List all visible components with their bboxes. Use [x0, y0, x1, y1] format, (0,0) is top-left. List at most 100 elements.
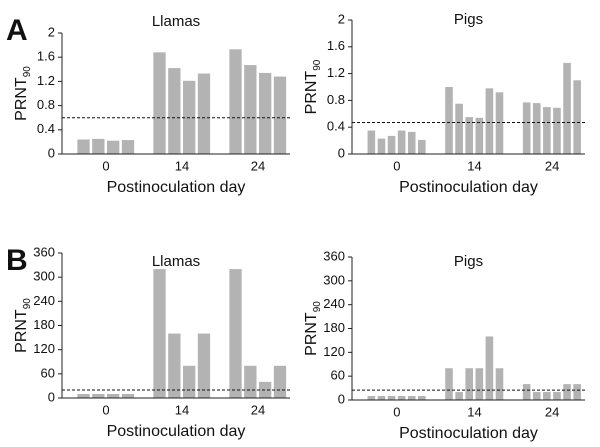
y-axis-label-subscript: 90: [22, 298, 33, 310]
y-tick-label: 0: [338, 391, 345, 406]
bar: [407, 131, 416, 154]
y-tick-label: 300: [33, 269, 55, 284]
x-tick-label: 24: [545, 404, 559, 419]
x-tick-label: 14: [175, 158, 189, 173]
y-tick-label: 360: [323, 248, 345, 263]
x-tick-label: 0: [393, 404, 400, 419]
panel-label: A: [6, 14, 28, 47]
bar: [532, 103, 541, 154]
bar: [543, 392, 551, 400]
x-tick-label: 14: [467, 158, 481, 173]
bar: [197, 333, 211, 398]
bar: [273, 76, 287, 154]
y-tick-label: 0: [338, 145, 345, 160]
bar: [377, 138, 386, 154]
bar: [532, 392, 541, 400]
y-tick-label: 0: [48, 145, 55, 160]
bar: [543, 107, 551, 154]
y-tick-label: 360: [33, 244, 55, 259]
bar: [407, 396, 416, 400]
bar: [397, 396, 406, 400]
bar: [367, 396, 376, 400]
bar: [77, 393, 90, 398]
bar: [573, 80, 581, 154]
y-tick-label: 60: [41, 365, 55, 380]
bar: [495, 92, 504, 154]
bar: [259, 72, 272, 154]
x-tick-label: 24: [251, 402, 265, 417]
bar: [107, 140, 120, 154]
bar: [259, 381, 272, 398]
y-tick-label: 1.2: [327, 65, 345, 80]
chart-title: Llamas: [152, 13, 200, 30]
bar: [445, 368, 453, 400]
bar: [495, 368, 504, 400]
x-axis-label: Postinoculation day: [399, 179, 538, 196]
bar: [522, 384, 531, 400]
bar: [387, 396, 396, 400]
bar: [522, 102, 531, 154]
x-axis-label: Postinoculation day: [399, 425, 538, 442]
bar: [244, 65, 257, 154]
bar: [153, 269, 166, 398]
bar: [475, 368, 484, 400]
bar: [183, 365, 196, 398]
y-tick-label: 240: [323, 296, 345, 311]
y-tick-label: 180: [323, 320, 345, 335]
x-axis-label: Postinoculation day: [107, 179, 246, 196]
bar: [168, 333, 181, 398]
bar: [387, 135, 396, 154]
y-tick-label: 0.4: [327, 119, 345, 134]
y-tick-label: 1.6: [327, 38, 345, 53]
bar: [229, 269, 242, 398]
x-tick-label: 0: [102, 402, 109, 417]
bar: [77, 139, 90, 154]
bar: [418, 396, 426, 400]
y-axis-label-subscript: 90: [22, 66, 33, 78]
bar: [418, 139, 426, 154]
x-tick-label: 24: [545, 158, 559, 173]
y-axis-label-text: PRNT: [303, 71, 320, 115]
y-axis-label-text: PRNT: [303, 312, 320, 356]
y-tick-label: 180: [33, 317, 55, 332]
chart-title: Pigs: [454, 253, 483, 270]
y-axis-label: PRNT90: [13, 298, 32, 353]
bar: [92, 393, 105, 398]
bar: [92, 138, 105, 154]
chart-title: Llamas: [152, 253, 200, 270]
bar: [573, 384, 581, 400]
x-tick-label: 0: [393, 158, 400, 173]
x-tick-label: 14: [467, 404, 481, 419]
y-tick-label: 1.6: [37, 49, 55, 64]
bar: [563, 384, 571, 400]
y-tick-label: 0.8: [327, 92, 345, 107]
bar: [465, 368, 473, 400]
bar: [553, 392, 561, 400]
x-tick-label: 0: [102, 158, 109, 173]
y-tick-label: 0: [48, 389, 55, 404]
bar: [397, 130, 406, 154]
bar: [553, 107, 561, 154]
y-tick-label: 60: [331, 368, 345, 383]
bar: [465, 117, 473, 154]
bar: [197, 73, 211, 154]
bar: [273, 365, 287, 398]
y-tick-label: 240: [33, 293, 55, 308]
y-axis-label: PRNT90: [303, 59, 322, 114]
bar: [244, 365, 257, 398]
x-tick-label: 14: [175, 402, 189, 417]
y-axis-label-subscript: 90: [312, 301, 323, 313]
bar: [485, 336, 494, 400]
bar: [455, 392, 463, 400]
y-tick-label: 0.4: [37, 121, 55, 136]
bar: [485, 88, 494, 154]
x-axis-label: Postinoculation day: [107, 423, 246, 440]
x-tick-label: 24: [251, 158, 265, 173]
bar: [445, 87, 453, 154]
bar: [229, 49, 242, 154]
y-tick-label: 120: [33, 341, 55, 356]
bar: [168, 68, 181, 154]
